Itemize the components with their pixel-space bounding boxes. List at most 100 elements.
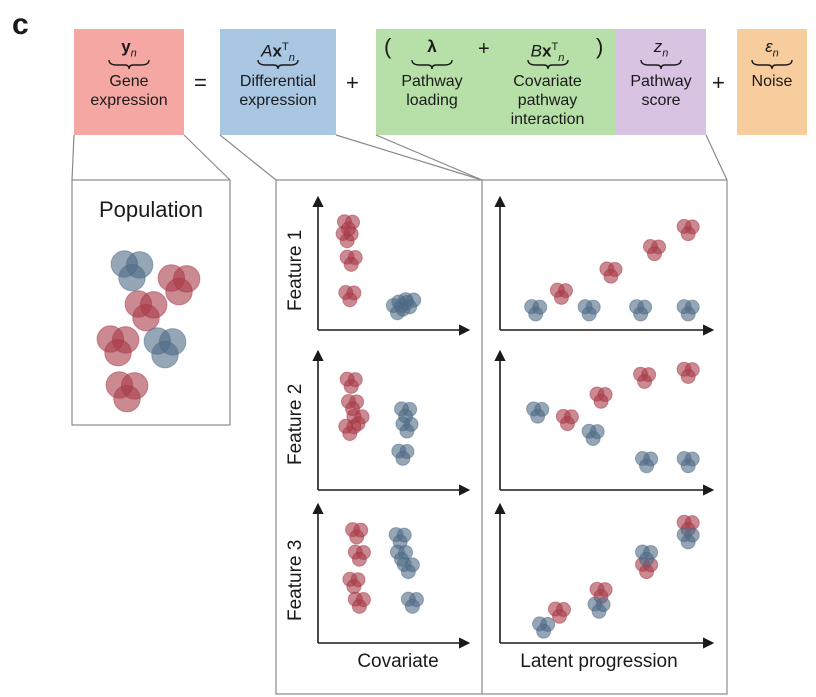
pathway-score-box: zn Pathway score <box>616 29 706 135</box>
scatter-panel <box>494 195 715 336</box>
blue-point <box>577 299 601 322</box>
red-point <box>555 408 579 432</box>
open-paren: ( <box>384 34 392 59</box>
blue-point <box>526 401 550 424</box>
population-red-cell <box>124 290 168 332</box>
covariate-interaction-label-2: pathway <box>517 92 578 109</box>
differential-symbol: AxTn <box>261 41 295 65</box>
blue-point <box>676 451 700 474</box>
blue-point <box>391 443 415 466</box>
brace-icon <box>526 59 569 70</box>
blue-point <box>385 297 410 321</box>
close-paren: ) <box>596 34 604 59</box>
inner-plus-operator: + <box>478 38 490 60</box>
pathway-loading-label-2: loading <box>406 92 458 109</box>
x-axis-label-latent-progression: Latent progression <box>520 651 678 672</box>
blue-point <box>587 596 611 619</box>
blue-point <box>394 401 418 424</box>
population-title: Population <box>99 197 203 222</box>
plots-frame <box>275 179 728 695</box>
pathway-score-label-2: score <box>641 92 681 109</box>
red-point <box>347 591 371 614</box>
blue-point <box>676 527 700 550</box>
brace-icon <box>751 59 793 70</box>
feature-2-label: Feature 2 <box>285 383 306 465</box>
covariate-interaction-term: BxTn Covariate pathway interaction <box>495 29 600 129</box>
red-point <box>339 371 363 394</box>
covariate-interaction-label-1: Covariate <box>513 73 582 90</box>
blue-point <box>395 416 419 439</box>
gene-expression-box: yn Gene expression <box>74 29 184 135</box>
population-red-cell <box>96 325 140 367</box>
red-point <box>338 285 362 308</box>
connector-line <box>219 134 277 181</box>
brace-icon <box>108 59 150 70</box>
equals-operator: = <box>194 70 207 95</box>
scatter-panel <box>494 349 715 496</box>
brace-icon <box>640 59 682 70</box>
pathway-loading-term: λ Pathway loading <box>392 29 472 110</box>
scatter-panel <box>494 502 715 649</box>
lambda-symbol: λ <box>427 37 437 56</box>
scatter-panel <box>312 502 471 649</box>
red-point <box>549 282 574 305</box>
red-point <box>642 238 667 262</box>
connector-line <box>375 134 483 181</box>
noise-label: Noise <box>751 73 793 90</box>
scatter-panel <box>312 195 471 336</box>
connector-line <box>71 134 75 181</box>
population-red-cell <box>105 371 149 413</box>
red-point <box>633 366 657 389</box>
pathway-score-label-1: Pathway <box>630 73 692 90</box>
red-point <box>599 261 623 284</box>
blue-point <box>635 544 659 567</box>
red-point <box>589 386 613 409</box>
plus-operator-2: + <box>712 70 725 95</box>
noise-symbol: εn <box>765 37 779 60</box>
panel-label: c <box>12 8 29 41</box>
differential-label-1: Differential <box>239 73 317 90</box>
differential-label-2: expression <box>239 92 317 109</box>
brace-icon <box>257 59 299 70</box>
blue-point <box>581 423 605 446</box>
blue-point <box>400 591 424 614</box>
population-frame <box>71 179 231 426</box>
population-blue-cell <box>143 327 187 369</box>
feature-3-label: Feature 3 <box>285 539 306 621</box>
noise-box: εn Noise <box>737 29 807 135</box>
differential-expression-box: AxTn Differential expression <box>220 29 336 135</box>
red-point <box>347 544 371 567</box>
red-point <box>676 218 700 242</box>
blue-point <box>532 616 556 639</box>
blue-point <box>629 299 653 322</box>
population-red-cell <box>157 264 201 306</box>
red-point <box>342 571 366 595</box>
blue-point <box>635 451 659 474</box>
plus-operator: + <box>346 70 359 95</box>
brace-icon <box>411 59 453 70</box>
connector-line <box>705 134 728 181</box>
covariate-interaction-symbol: BxTn <box>530 41 565 65</box>
connector-line <box>335 134 483 181</box>
red-point <box>547 601 572 624</box>
pathway-score-symbol: zn <box>653 37 669 60</box>
population-blue-cell <box>110 250 154 292</box>
blue-point <box>676 299 700 322</box>
gene-expression-label-2: expression <box>90 92 168 109</box>
red-point <box>339 249 363 272</box>
pathway-loading-label-1: Pathway <box>401 73 463 90</box>
covariate-interaction-label-3: interaction <box>510 111 585 128</box>
connector-line <box>183 134 231 181</box>
blue-point <box>396 556 420 580</box>
pathway-group-box <box>376 29 616 135</box>
red-point <box>345 522 369 545</box>
x-axis-label-covariate: Covariate <box>357 651 439 672</box>
red-point <box>335 226 359 249</box>
blue-point <box>524 299 548 322</box>
scatter-panel <box>312 349 471 496</box>
red-point <box>676 361 700 384</box>
gene-expression-label-1: Gene <box>109 73 149 90</box>
red-point <box>338 418 362 442</box>
population-cells <box>96 250 201 413</box>
